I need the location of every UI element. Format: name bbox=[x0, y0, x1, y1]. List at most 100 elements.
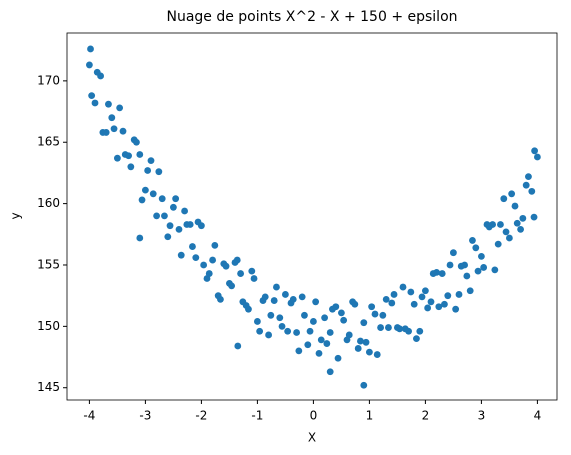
point bbox=[239, 298, 247, 306]
point bbox=[517, 225, 524, 233]
point bbox=[183, 221, 191, 228]
point bbox=[267, 311, 275, 319]
point bbox=[133, 138, 140, 146]
point bbox=[254, 318, 261, 325]
point bbox=[362, 338, 370, 346]
point bbox=[513, 219, 521, 227]
point bbox=[340, 316, 348, 324]
point bbox=[530, 213, 538, 221]
point bbox=[194, 218, 202, 226]
point bbox=[298, 293, 306, 301]
point bbox=[441, 300, 448, 308]
point bbox=[245, 305, 252, 313]
point bbox=[116, 104, 124, 112]
point bbox=[304, 341, 312, 349]
point bbox=[261, 293, 269, 301]
x-tick-label: -2 bbox=[195, 409, 207, 423]
point bbox=[282, 291, 289, 298]
point bbox=[87, 45, 94, 53]
y-tick-label: 145 bbox=[37, 380, 60, 394]
point bbox=[99, 129, 107, 136]
y-tick-label: 155 bbox=[37, 257, 60, 271]
point bbox=[142, 186, 149, 194]
x-tick-label: -3 bbox=[139, 409, 151, 423]
point bbox=[379, 311, 387, 319]
point bbox=[511, 202, 519, 210]
chart-title: Nuage de points X^2 - X + 150 + epsilon bbox=[166, 9, 457, 25]
x-tick-label: 4 bbox=[534, 409, 542, 423]
point bbox=[463, 272, 471, 280]
point bbox=[105, 100, 112, 108]
point bbox=[293, 329, 300, 336]
point bbox=[321, 314, 328, 322]
point bbox=[326, 329, 334, 336]
point bbox=[149, 190, 157, 198]
point bbox=[345, 331, 353, 339]
point bbox=[522, 181, 530, 189]
y-tick-label: 160 bbox=[37, 196, 60, 210]
point bbox=[377, 324, 384, 331]
point bbox=[248, 267, 256, 275]
point bbox=[312, 298, 320, 306]
point bbox=[494, 240, 502, 248]
point bbox=[435, 303, 443, 311]
point bbox=[222, 262, 230, 270]
point bbox=[155, 168, 163, 176]
point bbox=[360, 381, 368, 389]
point bbox=[170, 203, 177, 211]
point bbox=[306, 327, 314, 335]
point bbox=[399, 283, 407, 291]
point bbox=[534, 153, 541, 161]
point bbox=[508, 190, 516, 198]
point bbox=[497, 221, 504, 228]
point bbox=[136, 151, 144, 158]
point bbox=[265, 331, 272, 339]
point bbox=[110, 125, 118, 133]
point bbox=[189, 243, 196, 250]
point bbox=[256, 327, 264, 335]
point bbox=[284, 327, 292, 335]
point bbox=[317, 336, 325, 344]
point bbox=[360, 319, 368, 327]
x-tick-label: -1 bbox=[251, 409, 263, 423]
point bbox=[366, 348, 373, 356]
point bbox=[228, 282, 236, 290]
point bbox=[91, 99, 99, 107]
point bbox=[354, 345, 362, 352]
x-tick-label: -4 bbox=[83, 409, 95, 423]
point bbox=[127, 163, 135, 171]
point bbox=[388, 299, 396, 307]
point bbox=[478, 252, 485, 260]
point bbox=[86, 61, 93, 69]
point bbox=[382, 295, 390, 303]
point bbox=[385, 324, 392, 331]
point bbox=[485, 223, 493, 231]
point bbox=[373, 351, 381, 358]
point bbox=[177, 251, 185, 259]
point bbox=[455, 291, 463, 298]
point bbox=[164, 233, 172, 241]
point bbox=[371, 310, 379, 318]
point bbox=[506, 234, 513, 242]
point bbox=[276, 314, 284, 322]
point bbox=[161, 212, 168, 220]
point bbox=[357, 337, 364, 345]
point bbox=[519, 214, 527, 222]
point bbox=[323, 340, 331, 347]
point bbox=[480, 264, 488, 271]
point bbox=[192, 254, 200, 262]
point bbox=[438, 270, 446, 277]
point bbox=[200, 261, 208, 269]
point bbox=[237, 270, 245, 277]
point bbox=[429, 270, 437, 277]
point bbox=[444, 292, 452, 300]
point bbox=[114, 154, 121, 162]
point bbox=[93, 68, 101, 76]
point bbox=[446, 261, 454, 269]
point bbox=[278, 322, 286, 330]
point bbox=[158, 195, 166, 203]
x-tick-label: 3 bbox=[478, 409, 486, 423]
point bbox=[396, 325, 404, 333]
point bbox=[390, 291, 398, 298]
x-tick-label: 1 bbox=[366, 409, 374, 423]
